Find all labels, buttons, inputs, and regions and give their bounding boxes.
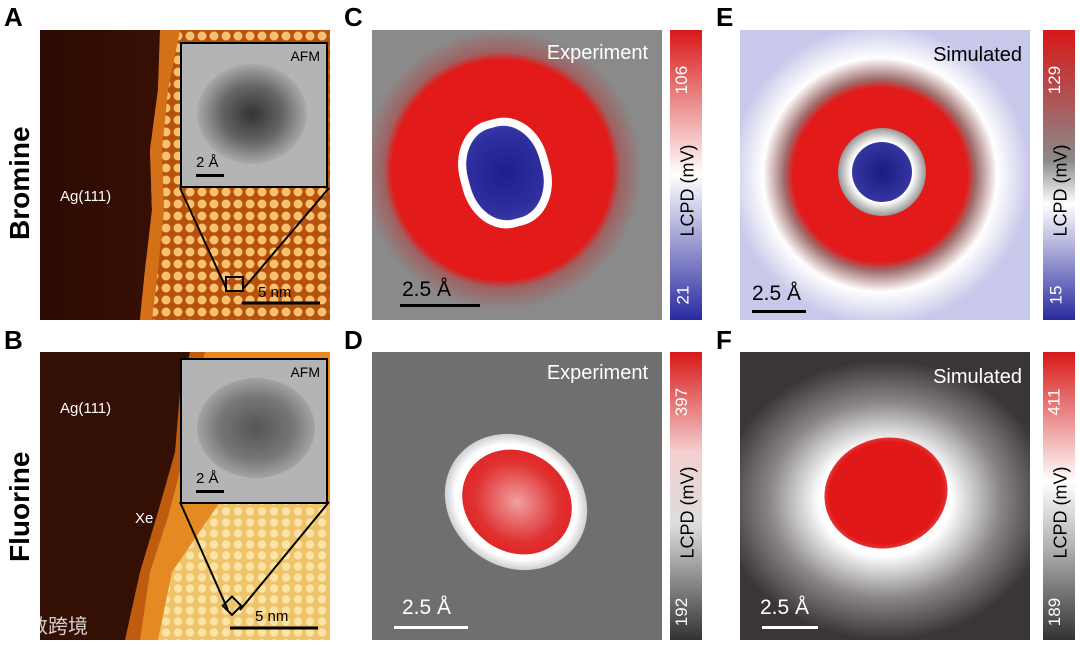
panel-d-colorbar: 397 LCPD (mV) 192 — [670, 352, 702, 640]
panel-a-surface-label: Ag(111) — [60, 188, 112, 205]
panel-a-scale-label: 5 nm — [258, 284, 292, 301]
panel-c-scale-bar — [400, 304, 480, 307]
panel-f-cb-max: 411 — [1044, 388, 1064, 416]
panel-e-cb-min: 15 — [1046, 285, 1066, 305]
panel-c-cb-label: LCPD (mV) — [677, 144, 698, 237]
panel-f-simulated: Simulated 2.5 Å — [740, 352, 1030, 640]
panel-f-cb-label: LCPD (mV) — [1050, 466, 1071, 559]
panel-f-title: Simulated — [933, 366, 1022, 388]
panel-d-scale-label: 2.5 Å — [402, 596, 452, 619]
panel-b-stm: Ag(111) Xe 5 nm AFM 2 Å — [40, 352, 330, 640]
panel-e-colorbar: 129 LCPD (mV) 15 — [1043, 30, 1075, 320]
panel-b-inset-scale-label: 2 Å — [196, 470, 219, 487]
panel-e-scale-bar — [752, 310, 806, 313]
panel-b-scale-label: 5 nm — [255, 608, 289, 625]
row-label-fluorine: Fluorine — [4, 451, 35, 562]
panel-e-simulated: Simulated 2.5 Å — [740, 30, 1030, 320]
panel-e-core — [852, 142, 912, 202]
watermark: 大数跨境 — [8, 616, 88, 638]
panel-c-title: Experiment — [546, 42, 648, 64]
panel-b-inset-label: AFM — [290, 364, 320, 380]
panel-e-cb-label: LCPD (mV) — [1050, 144, 1071, 237]
panel-a-inset-scale-bar — [196, 174, 224, 177]
panel-d-cb-min: 192 — [672, 597, 692, 627]
panel-e-scale-label: 2.5 Å — [752, 282, 802, 305]
panel-c-cb-min: 21 — [673, 285, 693, 305]
panel-b-xe-label: Xe — [135, 510, 154, 527]
panel-b-inset-molecule — [197, 378, 315, 478]
panel-a-inset-molecule — [197, 64, 307, 164]
panel-a-inset: AFM 2 Å — [180, 42, 328, 188]
panel-e-title: Simulated — [933, 44, 1022, 66]
row-label-bromine: Bromine — [4, 126, 35, 240]
panel-f-scale-label: 2.5 Å — [760, 596, 810, 619]
label-b: B — [4, 325, 23, 355]
panel-e-cb-max: 129 — [1045, 65, 1065, 95]
panel-b-surface-label: Ag(111) — [60, 400, 112, 417]
panel-a-inset-label: AFM — [290, 48, 320, 64]
panel-d-cb-max: 397 — [672, 387, 692, 417]
panel-f-colorbar: 411 LCPD (mV) 189 — [1043, 352, 1075, 640]
panel-d-experiment: Experiment 2.5 Å — [372, 352, 662, 640]
panel-f-scale-bar — [762, 626, 818, 629]
label-f: F — [716, 325, 732, 355]
label-d: D — [344, 325, 363, 355]
panel-f-cb-min: 189 — [1045, 597, 1065, 627]
panel-c-cb-max: 106 — [672, 65, 692, 95]
panel-c-experiment: Experiment 2.5 Å — [372, 30, 662, 320]
panel-b-inset: AFM 2 Å — [180, 358, 328, 504]
panel-c-colorbar: 106 LCPD (mV) 21 — [670, 30, 702, 320]
panel-d-scale-bar — [394, 626, 468, 629]
label-e: E — [716, 2, 734, 32]
label-a: A — [4, 2, 23, 32]
panel-a-inset-scale-label: 2 Å — [196, 154, 219, 171]
label-c: C — [344, 2, 363, 32]
panel-a-stm: Ag(111) 5 nm AFM 2 Å — [40, 30, 330, 320]
panel-b-inset-scale-bar — [196, 490, 224, 493]
panel-c-scale-label: 2.5 Å — [402, 278, 452, 301]
panel-d-title: Experiment — [546, 362, 648, 384]
panel-d-cb-label: LCPD (mV) — [677, 466, 698, 559]
